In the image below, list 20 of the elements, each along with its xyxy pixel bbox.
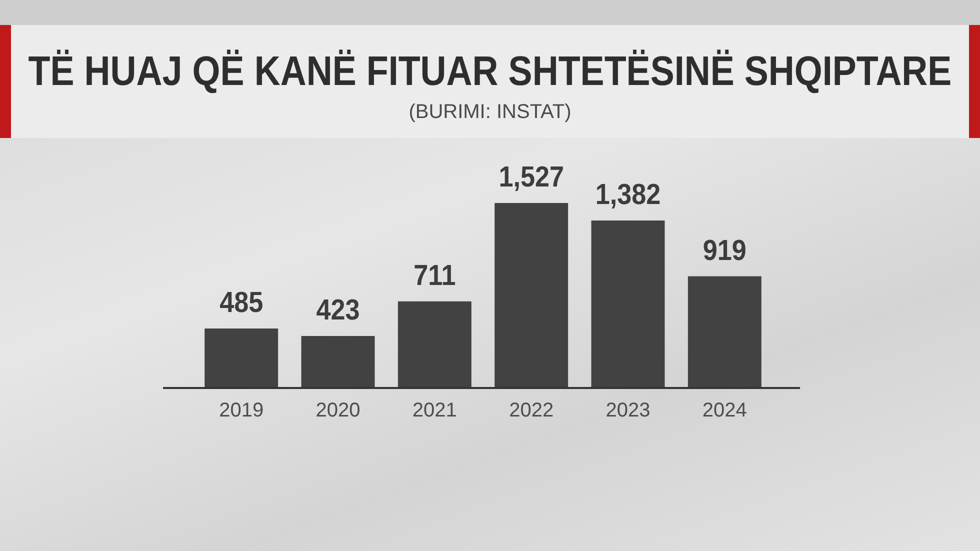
data-label: 485 [220, 286, 264, 318]
chart-title: TË HUAJ QË KANË FITUAR SHTETËSINË SHQIPTARE [28, 46, 952, 96]
bar [591, 220, 665, 387]
data-label: 423 [316, 293, 360, 326]
x-tick-label: 2023 [606, 400, 650, 422]
x-tick-label: 2022 [509, 400, 554, 422]
bar [494, 203, 568, 387]
bar [301, 336, 375, 387]
data-label: 711 [414, 258, 456, 292]
text: (BURIMI: INSTAT) [408, 100, 572, 124]
bar [204, 328, 278, 387]
bar [398, 301, 472, 387]
data-label: 1,527 [498, 160, 564, 193]
x-tick-label: 2021 [412, 400, 457, 422]
data-label: 1,382 [595, 178, 661, 210]
data-label: 919 [702, 233, 746, 266]
x-tick-label: 2020 [316, 400, 360, 422]
x-tick-label: 2019 [219, 400, 264, 422]
x-tick-label: 2024 [702, 400, 747, 422]
bar [688, 276, 762, 387]
